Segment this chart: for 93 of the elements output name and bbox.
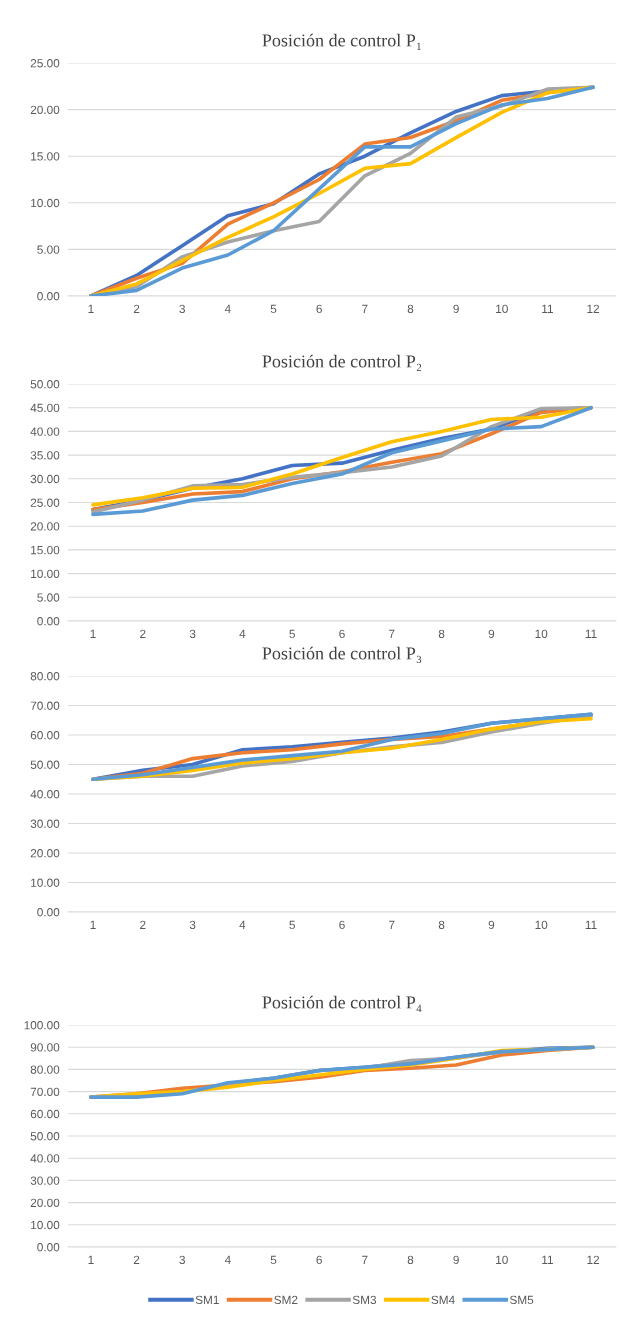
legend-label: SM3 xyxy=(352,1295,377,1305)
chart-title: Posición de control P₄ xyxy=(262,995,422,1012)
x-tick-label: 11 xyxy=(542,1255,553,1264)
x-tick-label: 5 xyxy=(289,629,295,638)
y-tick-label: 0.00 xyxy=(37,292,60,301)
x-tick-label: 8 xyxy=(438,629,445,638)
x-tick-label: 7 xyxy=(362,1255,368,1264)
x-tick-label: 3 xyxy=(189,629,196,638)
y-tick-label: 25.00 xyxy=(30,498,60,507)
legend-label: SM2 xyxy=(274,1295,298,1305)
x-tick-label: 5 xyxy=(289,920,295,929)
y-tick-label: 100.00 xyxy=(24,1021,60,1030)
y-tick-label: 0.00 xyxy=(37,908,60,917)
y-tick-label: 80.00 xyxy=(30,672,60,681)
x-tick-label: 9 xyxy=(488,920,495,929)
y-tick-label: 60.00 xyxy=(30,1109,60,1119)
y-tick-label: 10.00 xyxy=(31,1220,60,1230)
y-tick-label: 70.00 xyxy=(30,701,60,710)
x-tick-label: 8 xyxy=(438,920,445,929)
y-tick-label: 15.00 xyxy=(31,152,60,161)
y-tick-label: 0.00 xyxy=(37,617,60,626)
line-series xyxy=(89,1045,595,1099)
y-tick-label: 35.00 xyxy=(30,451,60,460)
x-tick-label: 3 xyxy=(179,304,185,313)
x-tick-label: 6 xyxy=(339,629,345,638)
y-tick-label: 40.00 xyxy=(30,790,60,799)
x-tick-label: 10 xyxy=(496,1255,508,1264)
legend-label: SM4 xyxy=(431,1295,455,1305)
x-tick-label: 1 xyxy=(90,629,96,638)
legend-label: SM1 xyxy=(195,1295,219,1305)
x-tick-label: 4 xyxy=(224,304,231,313)
y-tick-label: 40.00 xyxy=(30,427,60,436)
x-tick-label: 12 xyxy=(587,1255,600,1264)
x-tick-label: 10 xyxy=(496,304,508,313)
x-tick-label: 4 xyxy=(224,1255,231,1264)
y-tick-label: 30.00 xyxy=(30,474,60,484)
y-tick-label: 15.00 xyxy=(31,545,60,555)
x-tick-label: 11 xyxy=(585,629,597,638)
x-tick-label: 2 xyxy=(133,304,140,313)
x-tick-label: 4 xyxy=(239,629,246,638)
x-tick-label: 7 xyxy=(362,304,368,313)
y-tick-label: 50.00 xyxy=(30,760,60,769)
x-tick-label: 1 xyxy=(90,920,96,929)
y-tick-label: 20.00 xyxy=(30,1198,60,1207)
x-tick-label: 5 xyxy=(270,1255,277,1264)
y-tick-label: 0.00 xyxy=(37,1243,60,1252)
x-tick-label: 8 xyxy=(407,1255,414,1264)
x-tick-label: 5 xyxy=(270,304,277,313)
x-tick-label: 11 xyxy=(585,920,597,929)
x-tick-label: 10 xyxy=(535,920,548,929)
x-tick-label: 12 xyxy=(587,304,600,313)
y-tick-label: 10.00 xyxy=(31,198,60,208)
x-tick-label: 7 xyxy=(389,629,395,638)
y-tick-label: 20.00 xyxy=(30,849,60,858)
x-tick-label: 6 xyxy=(339,920,345,929)
y-tick-label: 70.00 xyxy=(30,1087,60,1096)
x-tick-label: 11 xyxy=(542,304,553,313)
chart-title: Posición de control P₃ xyxy=(262,646,422,664)
x-tick-label: 2 xyxy=(140,629,146,638)
y-tick-label: 5.00 xyxy=(37,593,60,602)
y-tick-label: 10.00 xyxy=(31,878,60,887)
y-tick-label: 20.00 xyxy=(30,105,60,114)
x-tick-label: 9 xyxy=(453,304,459,313)
x-tick-label: 6 xyxy=(316,1255,322,1264)
chart-title: Posición de control P₁ xyxy=(262,33,421,50)
x-tick-label: 3 xyxy=(179,1255,185,1264)
y-tick-label: 30.00 xyxy=(30,1176,60,1185)
x-tick-label: 7 xyxy=(389,920,395,929)
y-tick-label: 25.00 xyxy=(30,59,60,68)
chart-title: Posición de control P₂ xyxy=(262,354,422,372)
y-tick-label: 30.00 xyxy=(30,819,60,828)
x-tick-label: 6 xyxy=(316,304,322,313)
x-tick-label: 3 xyxy=(189,920,196,929)
x-tick-label: 4 xyxy=(239,920,246,929)
y-tick-label: 60.00 xyxy=(30,731,60,740)
legend-label: SM5 xyxy=(509,1295,534,1305)
y-tick-label: 10.00 xyxy=(31,569,60,578)
y-tick-label: 45.00 xyxy=(30,403,60,413)
y-tick-label: 5.00 xyxy=(37,245,60,254)
y-tick-label: 20.00 xyxy=(30,522,60,531)
x-tick-label: 2 xyxy=(133,1255,140,1264)
x-tick-label: 8 xyxy=(407,304,414,313)
x-tick-label: 9 xyxy=(488,629,495,638)
y-tick-label: 50.00 xyxy=(30,1132,60,1141)
y-tick-label: 90.00 xyxy=(30,1043,60,1052)
y-tick-label: 40.00 xyxy=(30,1154,60,1163)
x-tick-label: 2 xyxy=(140,920,146,929)
x-tick-label: 10 xyxy=(535,629,548,638)
x-tick-label: 1 xyxy=(88,1255,94,1264)
y-tick-label: 50.00 xyxy=(30,380,60,389)
x-tick-label: 9 xyxy=(453,1255,459,1264)
y-tick-label: 80.00 xyxy=(30,1065,60,1074)
x-tick-label: 1 xyxy=(88,304,94,313)
